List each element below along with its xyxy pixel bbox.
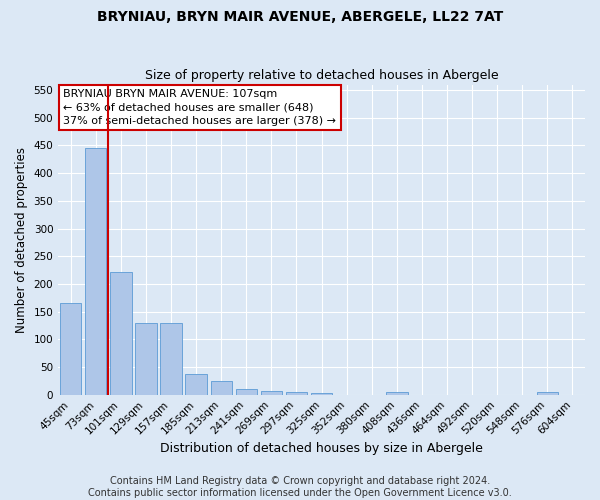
- Bar: [311, 392, 332, 394]
- X-axis label: Distribution of detached houses by size in Abergele: Distribution of detached houses by size …: [160, 442, 483, 455]
- Title: Size of property relative to detached houses in Abergele: Size of property relative to detached ho…: [145, 69, 499, 82]
- Bar: [160, 322, 182, 394]
- Bar: [185, 374, 207, 394]
- Bar: [110, 272, 131, 394]
- Bar: [136, 322, 157, 394]
- Bar: [85, 148, 106, 394]
- Bar: [211, 381, 232, 394]
- Bar: [286, 392, 307, 394]
- Bar: [236, 389, 257, 394]
- Bar: [386, 392, 407, 394]
- Text: BRYNIAU BRYN MAIR AVENUE: 107sqm
← 63% of detached houses are smaller (648)
37% : BRYNIAU BRYN MAIR AVENUE: 107sqm ← 63% o…: [64, 89, 337, 126]
- Text: BRYNIAU, BRYN MAIR AVENUE, ABERGELE, LL22 7AT: BRYNIAU, BRYN MAIR AVENUE, ABERGELE, LL2…: [97, 10, 503, 24]
- Bar: [537, 392, 558, 394]
- Text: Contains HM Land Registry data © Crown copyright and database right 2024.
Contai: Contains HM Land Registry data © Crown c…: [88, 476, 512, 498]
- Y-axis label: Number of detached properties: Number of detached properties: [15, 146, 28, 332]
- Bar: [261, 392, 282, 394]
- Bar: [60, 304, 82, 394]
